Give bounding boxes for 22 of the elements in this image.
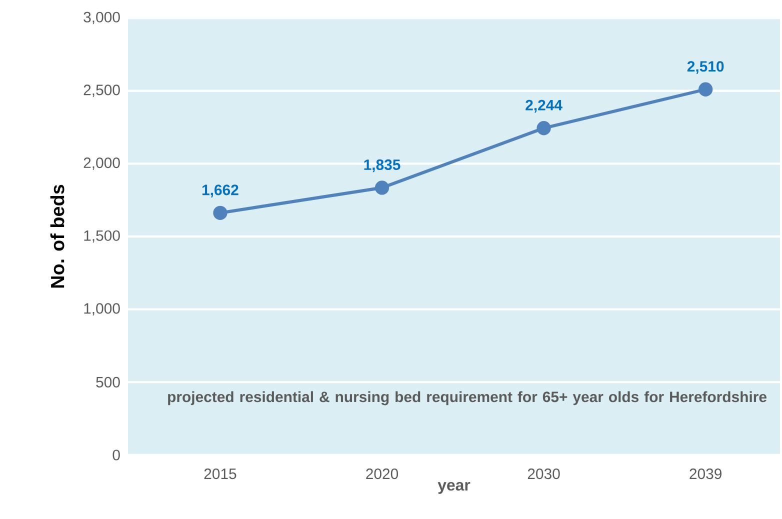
point <box>374 180 390 195</box>
annotation: projected residential & nursing bed requirement for 65+ year olds for Herefordshire <box>168 391 766 406</box>
x-tick-label: 2020 <box>366 468 398 480</box>
y-tick-label: 0 <box>112 450 120 460</box>
y-tick-label: 2,000 <box>84 157 120 170</box>
x-tick-label: 2039 <box>690 468 722 480</box>
point <box>698 82 713 96</box>
x-tick-label: 2030 <box>528 468 560 480</box>
text: 1,835 <box>364 159 400 172</box>
point <box>536 121 551 136</box>
y-tick-label: 1,000 <box>84 303 120 316</box>
point <box>213 206 228 220</box>
y-tick-label: 500 <box>96 376 120 388</box>
x-tick-label: 2015 <box>204 468 236 480</box>
y-axis-title: No. of beds <box>50 184 64 288</box>
y-tick-label: 1,500 <box>84 230 120 243</box>
text: 1,662 <box>202 184 238 198</box>
text: 2,510 <box>687 61 724 74</box>
text: 2,244 <box>526 100 562 113</box>
y-tick-label: 3,000 <box>84 12 120 24</box>
x-axis-title: year <box>438 482 470 494</box>
y-tick-label: 2,500 <box>84 84 120 97</box>
